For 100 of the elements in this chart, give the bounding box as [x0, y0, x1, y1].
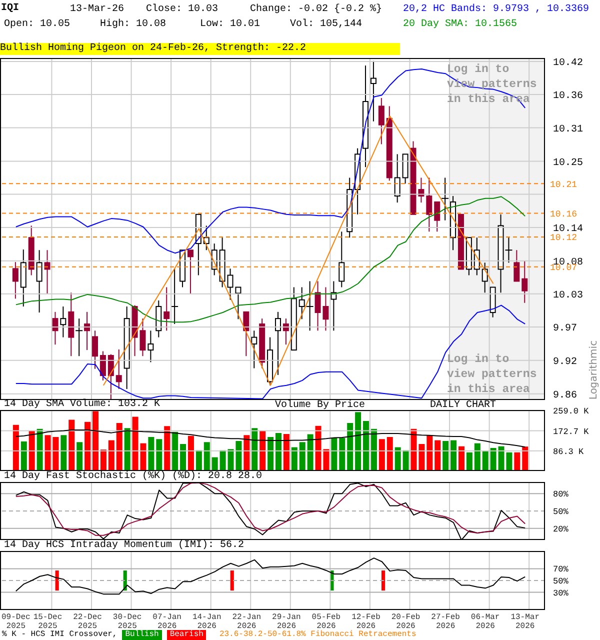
bar	[426, 435, 433, 471]
bar	[204, 442, 210, 471]
bar	[108, 440, 114, 471]
candlestick	[52, 311, 58, 346]
bar	[458, 446, 464, 471]
x-tick-label: 29-Jan 2026	[272, 613, 302, 631]
x-tick-label: 13-Mar 2026	[510, 613, 540, 631]
x-tick-label: 20-Feb 2026	[391, 613, 420, 631]
bar	[68, 420, 75, 471]
text: Vol: 105,144	[290, 19, 362, 31]
bar	[283, 434, 290, 471]
text: Close: 10.03	[146, 4, 218, 16]
bar	[490, 448, 496, 471]
y-tick-label: 259.0 K	[553, 406, 590, 417]
candlestick	[402, 154, 408, 184]
candlestick	[36, 250, 42, 314]
candlestick	[100, 350, 106, 381]
bar	[482, 451, 488, 471]
text: 13-Mar-26	[70, 4, 124, 16]
ref-line-label: 10.07	[550, 263, 578, 274]
bar	[124, 428, 130, 471]
y-tick-label: 30%	[553, 588, 570, 598]
candlestick	[330, 280, 337, 332]
y-tick-label: 10.31	[553, 124, 584, 136]
bar	[188, 436, 194, 471]
candlestick	[434, 201, 440, 232]
bar	[100, 450, 106, 471]
annotation: Volume By Price	[275, 400, 366, 412]
bar	[28, 430, 35, 471]
candlestick	[44, 250, 50, 294]
text: % K - HCS IMI Crossover,	[2, 630, 118, 640]
text: 23.6-38.2-50-61.8% Fibonacci Retracements	[219, 630, 416, 640]
bar	[116, 423, 122, 471]
annotation: Log in to view patterns in this area	[447, 352, 538, 397]
bar	[370, 428, 377, 471]
bar	[252, 428, 258, 471]
y-tick-label: 10.25	[553, 158, 584, 169]
candlestick	[187, 250, 194, 294]
bar	[355, 412, 362, 471]
chart-title: 14 Day HCS Intraday Momentum (IMI): 56.2	[4, 540, 244, 550]
bar	[378, 439, 385, 471]
bar	[172, 432, 178, 471]
text: Bullish Homing Pigeon on 24-Feb-26, Strength: -22.2	[0, 43, 400, 55]
x-tick-label: 07-Jan 2026	[152, 613, 182, 631]
bar	[156, 439, 162, 471]
y-tick-label: 86.3 K	[553, 446, 585, 457]
x-tick-label: 22-Dec 2025	[73, 613, 102, 631]
candlestick	[92, 330, 98, 370]
bar	[522, 446, 528, 471]
annotation: DAILY CHART	[430, 400, 496, 412]
x-tick-label: 15-Dec 2025	[33, 613, 62, 631]
y-tick-label: 80%	[553, 490, 570, 500]
candlestick	[514, 250, 520, 282]
candlestick	[251, 330, 258, 369]
bar	[268, 437, 274, 471]
bar	[386, 437, 393, 471]
x-tick-label: 30-Dec 2025	[112, 613, 142, 631]
bar	[363, 420, 370, 471]
y-tick-label: 9.92	[553, 356, 578, 368]
text: High: 10.08	[100, 19, 166, 31]
bar	[36, 428, 43, 471]
y-tick-label: 20%	[553, 524, 570, 534]
bar	[20, 441, 27, 471]
candlestick	[60, 306, 66, 338]
bar	[514, 452, 520, 471]
y-tick-label: 172.7 K	[553, 426, 590, 437]
bar	[180, 444, 186, 471]
candlestick	[338, 231, 345, 288]
line-series	[15, 196, 526, 323]
candlestick	[274, 311, 281, 376]
x-tick-label: 12-Feb 2026	[352, 613, 381, 631]
text: Bullish	[122, 630, 162, 640]
y-tick-label: 9.97	[553, 324, 578, 335]
bar	[92, 410, 98, 471]
text: Low: 10.01	[200, 19, 260, 31]
line-series	[15, 558, 526, 595]
chart-title: 14 Day Fast Stochastic (%K) (%D): 20.8 28.0	[4, 470, 262, 482]
bar	[339, 438, 346, 471]
candlestick	[482, 262, 488, 294]
text: Bearish	[166, 630, 206, 640]
candlestick	[243, 311, 250, 357]
bar	[394, 447, 401, 471]
chart-title: IQI	[1, 3, 20, 14]
ref-line-label: 10.21	[550, 180, 578, 190]
y-tick-label: 10.36	[553, 91, 584, 102]
candlestick	[370, 60, 376, 122]
bar	[434, 440, 441, 471]
bar	[148, 437, 154, 471]
x-tick-label: 09-Dec 2025	[2, 613, 31, 631]
bar	[164, 426, 170, 471]
x-tick-label: 06-Mar 2026	[470, 613, 500, 631]
y-tick-label: 50%	[553, 576, 570, 587]
bar	[347, 423, 354, 471]
bar	[299, 442, 306, 471]
bar	[474, 443, 480, 471]
y-axis-title: Logarithmic	[588, 340, 600, 400]
text: Open: 10.05	[4, 19, 70, 31]
bar	[244, 435, 250, 471]
bar	[84, 422, 91, 471]
candlestick	[394, 154, 400, 204]
